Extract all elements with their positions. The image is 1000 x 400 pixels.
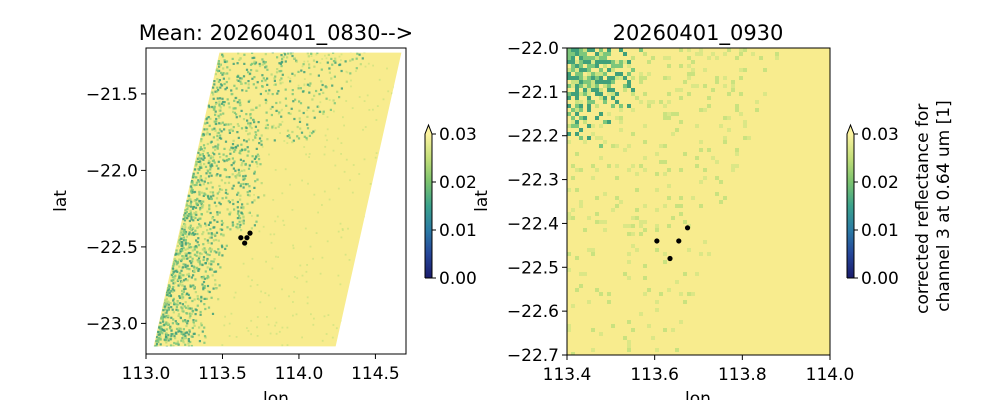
x-tick-label: 114.0 xyxy=(806,365,855,385)
colorbar: 0.00 0.01 0.02 0.03 corrected reflectance f… xyxy=(846,98,954,314)
y-tick-label: −22.2 xyxy=(507,127,559,147)
y-tick-label: −22.5 xyxy=(507,258,559,278)
y-axis: −22.0 −22.1 −22.2 −22.3 −22.4 −22.5 −22.6 −22.7 xyxy=(507,39,567,366)
panel-2-title: 20260401_0930 xyxy=(613,21,784,46)
station-point xyxy=(654,238,660,244)
station-point xyxy=(247,230,253,236)
colorbar-ticks: 0.00 0.01 0.02 0.03 xyxy=(854,125,899,289)
x-tick-label: 113.8 xyxy=(718,365,767,385)
panel-1-title: Mean: 20260401_0830--> xyxy=(139,21,414,46)
x-tick-label: 113.6 xyxy=(630,365,679,385)
x-tick-label: 113.0 xyxy=(122,364,171,384)
y-tick-label: −22.0 xyxy=(507,39,559,59)
y-tick-label: −22.3 xyxy=(507,171,559,191)
station-points xyxy=(238,230,253,246)
y-tick-label: −22.0 xyxy=(86,161,138,181)
x-axis: 113.0 113.5 114.0 114.5 xyxy=(122,354,400,384)
x-tick-label: 113.5 xyxy=(198,364,247,384)
y-axis-label: lat xyxy=(51,190,71,212)
panel-2: 20260401_0930 113.4 113.6 113.8 114.0 −22.0… xyxy=(472,21,954,400)
colorbar-tick-label: 0.01 xyxy=(439,221,477,241)
colorbar-label: corrected reflectance for channel 3 at 0… xyxy=(913,98,954,314)
colorbar-tick-label: 0.01 xyxy=(861,221,899,241)
colorbar-tick-label: 0.00 xyxy=(439,269,477,289)
swath-image xyxy=(153,52,402,347)
reflectance-texture xyxy=(153,52,402,347)
colorbar-tick-label: 0.00 xyxy=(861,269,899,289)
colorbar-tick-label: 0.02 xyxy=(439,173,477,193)
y-tick-label: −22.7 xyxy=(507,346,559,366)
x-tick-label: 114.5 xyxy=(351,364,400,384)
station-point xyxy=(238,235,244,241)
station-points xyxy=(654,225,691,262)
station-point xyxy=(242,240,248,246)
panel-1: Mean: 20260401_0830--> 113.0 113.5 114.0 11… xyxy=(51,21,477,400)
y-axis-label: lat xyxy=(472,190,492,212)
plot-frame xyxy=(566,47,831,356)
y-tick-label: −22.4 xyxy=(507,214,559,234)
swath-image xyxy=(567,48,830,355)
y-tick-label: −23.0 xyxy=(86,314,138,334)
x-axis-label: lon xyxy=(685,389,711,400)
x-tick-label: 113.4 xyxy=(543,365,592,385)
x-tick-label: 114.0 xyxy=(275,364,324,384)
y-tick-label: −22.6 xyxy=(507,302,559,322)
station-point xyxy=(244,235,250,241)
reflectance-texture xyxy=(567,48,779,355)
colorbar-tick-label: 0.03 xyxy=(861,125,899,145)
colorbar-tick-label: 0.02 xyxy=(861,173,899,193)
y-tick-label: −21.5 xyxy=(86,85,138,105)
x-axis: 113.4 113.6 113.8 114.0 xyxy=(543,355,855,385)
colorbar-ticks: 0.00 0.01 0.02 0.03 xyxy=(432,125,477,289)
station-point xyxy=(684,225,691,231)
plot-frame xyxy=(145,47,407,355)
y-axis: −21.5 −22.0 −22.5 −23.0 xyxy=(86,85,146,334)
y-tick-label: −22.5 xyxy=(86,238,138,258)
station-point xyxy=(667,255,673,262)
colorbar-tick-label: 0.03 xyxy=(439,125,477,145)
y-tick-label: −22.1 xyxy=(507,83,559,103)
colorbar: 0.00 0.01 0.02 0.03 xyxy=(424,123,477,289)
station-point xyxy=(676,238,682,244)
x-axis-label: lon xyxy=(263,389,289,400)
